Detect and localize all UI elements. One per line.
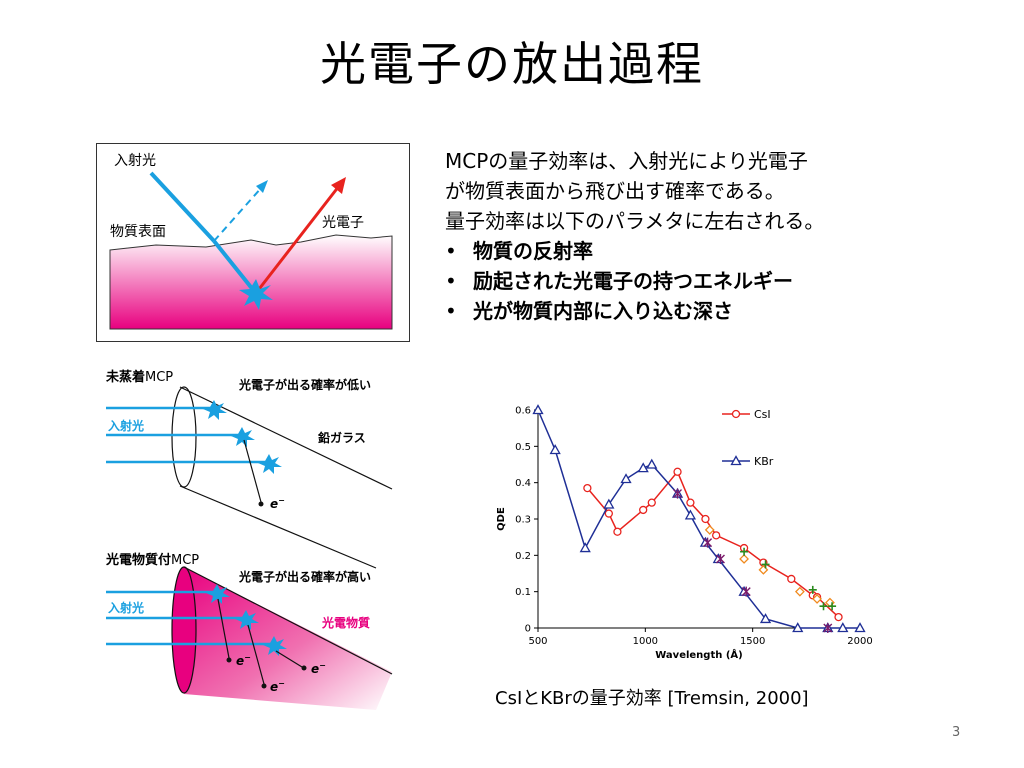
- electron-label: e−: [270, 496, 285, 511]
- y-tick-label: 0.5: [515, 442, 531, 453]
- surface-label: 物質表面: [110, 224, 166, 240]
- data-point: [686, 498, 695, 507]
- data-point: [730, 455, 742, 466]
- data-point: [792, 622, 804, 633]
- data-point: [603, 498, 615, 509]
- x-tick-label: 2000: [847, 636, 872, 647]
- photocathode-label: 光電物質: [321, 615, 370, 630]
- data-point: [684, 509, 697, 520]
- y-tick-label: 0.6: [515, 406, 531, 417]
- data-point: [740, 547, 749, 556]
- y-tick-label: 0.1: [515, 587, 531, 598]
- coated-mcp-tube: e− e− e− 光電物質付MCP 光電子が出る確率が高い 入射光 光電物質: [105, 552, 393, 710]
- bottom-incident-label: 入射光: [108, 600, 144, 615]
- y-tick-label: 0: [525, 624, 531, 635]
- x-tick-label: 1500: [740, 636, 765, 647]
- data-point: [808, 585, 817, 594]
- x-tick-label: 1000: [633, 636, 658, 647]
- text-line-3: 量子効率は以下のパラメタに左右される。: [445, 209, 825, 233]
- legend-label: CsI: [754, 408, 771, 421]
- top-panel-title: 未蒸着MCP: [105, 369, 173, 385]
- data-point: [787, 574, 796, 584]
- data-point: [583, 483, 592, 493]
- data-point: [834, 612, 843, 622]
- top-probability-label: 光電子が出る確率が低い: [238, 377, 371, 392]
- legend-label: KBr: [754, 455, 774, 468]
- electron-label: e−: [311, 661, 326, 676]
- data-point: [731, 409, 741, 419]
- slide-title: 光電子の放出過程: [320, 37, 704, 91]
- data-point: [715, 553, 725, 564]
- x-tick-label: 500: [528, 636, 547, 647]
- material-surface: [109, 234, 393, 330]
- data-point: [647, 498, 656, 507]
- data-point: [854, 622, 866, 633]
- data-point: [812, 594, 822, 604]
- data-point: [794, 586, 805, 597]
- series-extra-3: [740, 547, 837, 611]
- data-point: [549, 444, 561, 455]
- data-point: [604, 509, 613, 518]
- data-point: [579, 542, 591, 553]
- data-point: [739, 554, 749, 564]
- series-csi: [583, 467, 843, 622]
- data-point: [823, 623, 833, 633]
- bullet-item: • 物質の反射率: [445, 239, 593, 263]
- data-point: [532, 404, 544, 415]
- y-tick-label: 0.2: [515, 551, 531, 562]
- data-point: [646, 458, 658, 469]
- text-line-1: MCPの量子効率は、入射光により光電子: [445, 149, 808, 173]
- y-axis-label: QDE: [496, 507, 507, 531]
- data-point: [704, 524, 715, 535]
- lead-glass-label: 鉛ガラス: [317, 430, 366, 445]
- data-point: [620, 473, 632, 484]
- body-text: MCPの量子効率は、入射光により光電子 が物質表面から飛び出す確率である。 量子…: [445, 146, 1005, 236]
- burst-icon: [263, 636, 287, 656]
- burst-icon: [206, 584, 230, 604]
- bullet-item: • 光が物質内部に入り込む深さ: [445, 299, 733, 323]
- photoelectron-label: 光電子: [322, 215, 364, 231]
- data-point: [819, 602, 828, 611]
- data-point: [759, 613, 772, 624]
- chart-legend: CsI KBr: [722, 408, 774, 468]
- data-point: [837, 622, 849, 633]
- burst-icon: [235, 610, 259, 630]
- chart-caption: CsIとKBrの量子効率 [Tremsin, 2000]: [495, 688, 809, 709]
- data-point: [712, 531, 721, 540]
- data-point: [613, 527, 622, 536]
- excitation-star-icon: [239, 279, 273, 310]
- page-number: 3: [952, 725, 961, 740]
- data-point: [639, 505, 648, 515]
- mcp-comparison-diagram: e− 未蒸着MCP 光電子が出る確率が低い 入射光 鉛ガラス e− e− e− …: [105, 369, 393, 710]
- data-point: [637, 462, 649, 473]
- data-point: [741, 586, 751, 597]
- uncoated-mcp-tube: e− 未蒸着MCP 光電子が出る確率が低い 入射光 鉛ガラス: [105, 369, 393, 569]
- data-point: [673, 467, 682, 476]
- bottom-panel-title: 光電物質付MCP: [105, 552, 199, 568]
- y-tick-label: 0.4: [515, 478, 531, 489]
- bullet-item: • 励起された光電子の持つエネルギー: [445, 269, 793, 293]
- data-point: [673, 488, 683, 499]
- data-point: [703, 537, 713, 548]
- incident-label: 入射光: [114, 153, 156, 169]
- qde-chart: 500 1000 1500 2000 0 0.1 0.2 0.3 0.4 0.5 0.6 Wavel…: [496, 404, 873, 661]
- series-extra-4: [673, 488, 833, 633]
- burst-icon: [231, 427, 255, 447]
- text-line-2: が物質表面から飛び出す確率である。: [445, 179, 785, 203]
- electron-label: e−: [270, 679, 285, 694]
- data-point: [701, 514, 710, 524]
- burst-icon: [258, 454, 282, 474]
- electron-label: e−: [236, 653, 251, 668]
- photoemission-diagram: 入射光 物質表面 光電子: [96, 143, 410, 342]
- y-tick-label: 0.3: [515, 515, 531, 526]
- top-incident-label: 入射光: [108, 418, 144, 433]
- bottom-probability-label: 光電子が出る確率が高い: [238, 569, 371, 584]
- burst-icon: [203, 400, 227, 420]
- data-point: [828, 602, 837, 611]
- x-axis-label: Wavelength (Å): [655, 648, 742, 661]
- data-point: [761, 560, 770, 569]
